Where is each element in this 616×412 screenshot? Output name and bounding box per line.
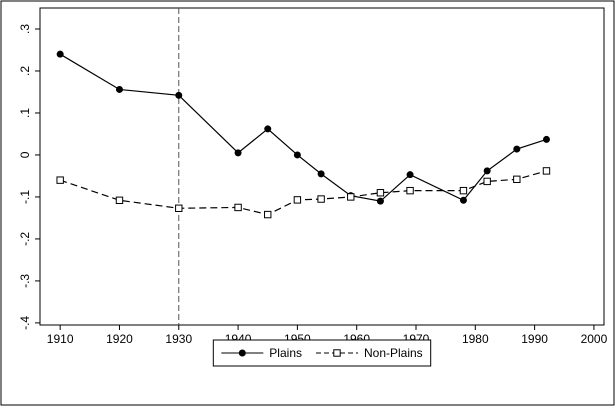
legend-label: Plains	[269, 346, 302, 360]
legend-label: Non-Plains	[364, 346, 423, 360]
point	[175, 91, 183, 99]
series-line	[59, 53, 547, 202]
point	[56, 50, 64, 58]
point	[293, 196, 302, 204]
point	[483, 177, 491, 186]
point	[483, 167, 491, 175]
point	[115, 85, 123, 93]
legend-marker	[238, 349, 246, 357]
y-tick-label: -.3	[18, 274, 32, 288]
point	[56, 176, 64, 184]
point	[459, 186, 468, 195]
legend-item: Plains	[221, 346, 302, 360]
point	[264, 125, 272, 133]
series-line	[59, 170, 547, 216]
point	[406, 171, 414, 179]
y-tick-label: 0	[18, 151, 32, 158]
point	[513, 175, 521, 184]
point	[347, 193, 355, 201]
point	[406, 186, 414, 195]
x-tick-label: 1980	[462, 332, 489, 346]
point	[234, 149, 242, 157]
point	[376, 197, 384, 205]
point	[376, 189, 385, 197]
point	[542, 135, 550, 143]
y-tick-label: .3	[18, 24, 32, 34]
point	[317, 170, 325, 178]
x-tick-label: 1920	[106, 332, 133, 346]
x-tick-label: 1930	[165, 332, 192, 346]
point	[513, 145, 521, 153]
legend-marker	[333, 349, 341, 357]
x-tick-label: 1910	[47, 332, 74, 346]
point	[542, 167, 551, 175]
point	[459, 196, 467, 204]
point	[317, 195, 325, 203]
point	[115, 196, 124, 204]
x-tick-label: 2000	[581, 332, 608, 346]
y-tick-label: -.1	[18, 190, 32, 204]
y-tick-label: .1	[18, 108, 32, 118]
y-tick-label: .2	[18, 66, 32, 76]
x-tick-label: 1990	[521, 332, 548, 346]
point	[175, 204, 183, 212]
legend: Plains Non-Plains	[212, 339, 432, 367]
point	[293, 151, 301, 159]
plot-frame	[39, 7, 605, 326]
y-tick-label: -.2	[18, 232, 32, 246]
point	[264, 210, 272, 219]
point	[234, 203, 242, 212]
y-tick-label: -.4	[18, 316, 32, 330]
legend-item: Non-Plains	[315, 346, 423, 360]
